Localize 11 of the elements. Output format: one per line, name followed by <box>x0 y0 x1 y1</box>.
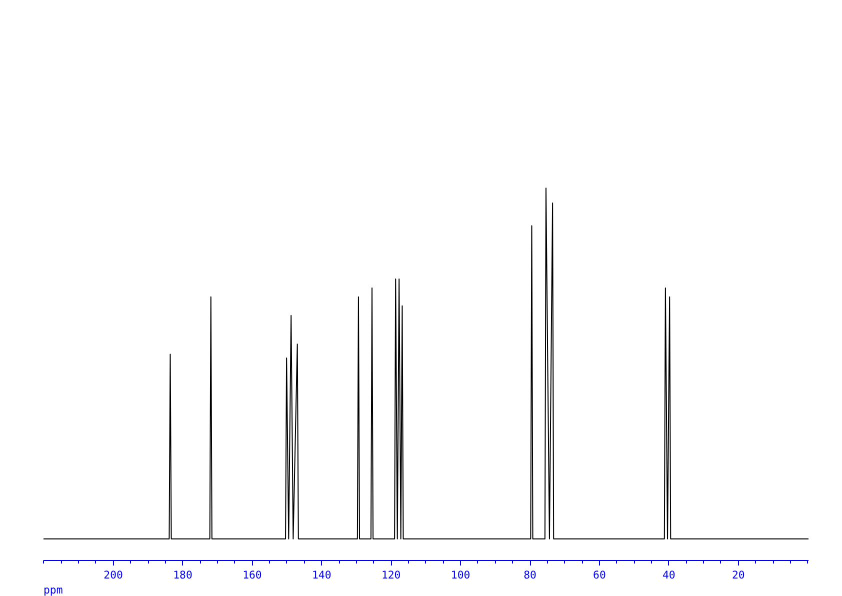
x-tick-label: 100 <box>450 568 470 582</box>
x-tick-label: 60 <box>593 568 606 582</box>
x-tick-label: 140 <box>312 568 332 582</box>
x-tick-label: 180 <box>173 568 192 582</box>
x-tick-label: 80 <box>524 568 536 582</box>
x-tick-label: 120 <box>381 568 401 582</box>
x-tick-label: 200 <box>104 568 123 582</box>
x-tick-label: 20 <box>732 568 745 582</box>
x-axis-title: ppm <box>44 584 63 596</box>
x-tick-label: 160 <box>242 568 262 582</box>
x-tick-label: 40 <box>662 568 676 582</box>
